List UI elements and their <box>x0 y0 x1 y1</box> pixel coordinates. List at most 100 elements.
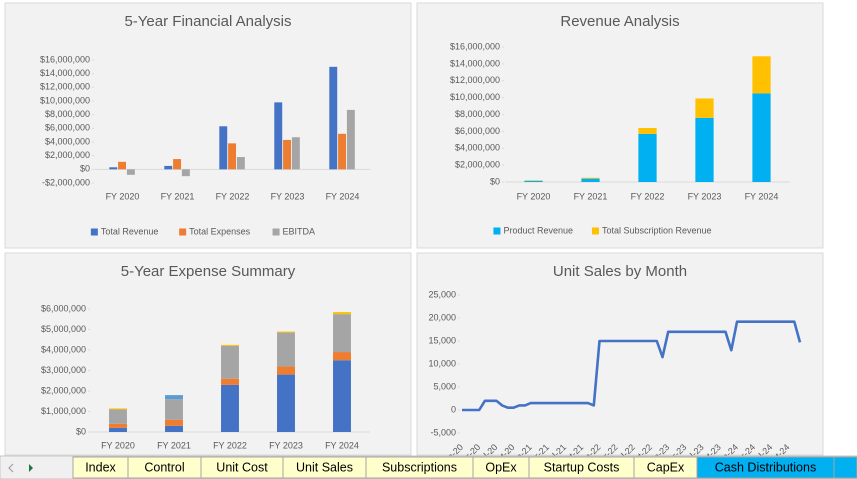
bar-segment <box>221 344 239 346</box>
y-tick-label: $6,000,000 <box>41 303 86 313</box>
chart-title: 5-Year Financial Analysis <box>124 13 291 30</box>
y-tick-label: $2,000,000 <box>41 385 86 395</box>
bar <box>173 159 182 170</box>
y-tick-label: $4,000,000 <box>41 344 86 354</box>
legend-swatch <box>272 228 280 236</box>
legend-swatch <box>493 227 501 235</box>
x-tick-label: FY 2022 <box>216 191 250 201</box>
y-tick-label: $10,000,000 <box>450 92 500 102</box>
sheet-tab-label: Unit Cost <box>216 460 268 474</box>
chart-panel <box>416 252 824 456</box>
y-tick-label: -5,000 <box>430 427 456 437</box>
chart-title: Revenue Analysis <box>560 13 679 30</box>
x-tick-label: FY 2020 <box>517 191 551 201</box>
bar <box>236 157 245 170</box>
y-tick-label: $10,000,000 <box>40 95 90 105</box>
legend-label: Total Subscription Revenue <box>602 225 712 235</box>
chart-title: Unit Sales by Month <box>553 263 687 280</box>
y-tick-label: $2,000,000 <box>455 160 500 170</box>
y-tick-label: $12,000,000 <box>450 75 500 85</box>
y-tick-label: 25,000 <box>428 289 456 299</box>
line-series <box>462 320 802 412</box>
x-tick-label: FY 2023 <box>688 191 722 201</box>
sheet-tab-label: Unit Sales <box>296 460 353 474</box>
bar <box>283 139 292 170</box>
bar-segment <box>109 409 127 424</box>
x-tick-label: FY 2021 <box>157 440 191 450</box>
y-tick-label: $16,000,000 <box>40 54 90 64</box>
sheet-tab-label: OpEx <box>485 460 517 474</box>
bar-segment <box>277 366 295 375</box>
y-tick-label: -$2,000,000 <box>42 177 90 187</box>
x-tick-label: FY 2020 <box>106 191 140 201</box>
bar-segment <box>109 427 127 432</box>
x-tick-label: FY 2023 <box>271 191 305 201</box>
bar-segment <box>165 399 183 420</box>
bar-segment <box>109 423 127 428</box>
bar-segment <box>277 374 295 432</box>
sheet-tab-label: Index <box>85 460 116 474</box>
bar <box>291 137 300 170</box>
x-tick-label: FY 2022 <box>213 440 247 450</box>
chart: Unit Sales by Month -5,000 0 5,000 10,000 15,… <box>416 252 824 469</box>
chart-title: 5-Year Expense Summary <box>121 263 296 280</box>
legend-label: EBITDA <box>283 226 316 236</box>
y-tick-label: $0 <box>490 176 500 186</box>
bar-segment <box>638 133 657 182</box>
y-tick-label: $16,000,000 <box>450 41 500 51</box>
y-tick-label: 15,000 <box>428 335 456 345</box>
bar-segment <box>165 425 183 432</box>
bar-segment <box>581 178 600 182</box>
bar-segment <box>638 128 657 134</box>
bar <box>228 143 237 170</box>
bar-segment <box>221 384 239 432</box>
bar <box>181 169 190 177</box>
y-tick-label: $2,000,000 <box>45 150 90 160</box>
y-tick-label: 20,000 <box>428 312 456 322</box>
sheet-tab-label: CapEx <box>647 460 685 474</box>
legend-label: Total Expenses <box>189 226 251 236</box>
sheet-tab[interactable] <box>833 456 857 479</box>
sheet-tab-label: Cash Distributions <box>715 460 816 474</box>
y-tick-label: $3,000,000 <box>41 365 86 375</box>
chart: 5-Year Financial Analysis -$2,000,000 $0 $2… <box>4 2 412 249</box>
y-tick-label: $1,000,000 <box>41 406 86 416</box>
scroll-right-button[interactable] <box>29 464 33 472</box>
bar-segment <box>752 56 771 94</box>
y-tick-label: $8,000,000 <box>455 109 500 119</box>
y-tick-label: 10,000 <box>428 358 456 368</box>
bar-segment <box>165 419 183 426</box>
x-tick-label: FY 2024 <box>745 191 779 201</box>
x-tick-label: FY 2024 <box>325 440 359 450</box>
bar-segment <box>581 177 600 179</box>
bar-segment <box>695 98 714 118</box>
bar <box>329 66 338 170</box>
legend-swatch <box>591 227 599 235</box>
bar-segment <box>277 332 295 367</box>
chart: Revenue Analysis $0 $2,000,000 $4,000,000 $6… <box>416 2 824 249</box>
bar-segment <box>165 395 183 400</box>
y-tick-label: $6,000,000 <box>45 123 90 133</box>
x-tick-label: FY 2020 <box>101 440 135 450</box>
x-tick-label: FY 2021 <box>574 191 608 201</box>
y-tick-label: 5,000 <box>433 381 456 391</box>
legend-label: Total Revenue <box>101 226 159 236</box>
x-tick-label: FY 2023 <box>269 440 303 450</box>
bar-segment <box>221 345 239 379</box>
y-tick-label: $14,000,000 <box>450 58 500 68</box>
y-tick-label: $4,000,000 <box>45 136 90 146</box>
bar <box>338 133 347 170</box>
bar-segment <box>333 352 351 361</box>
chart-panel <box>4 2 412 249</box>
x-tick-label: FY 2021 <box>161 191 195 201</box>
y-tick-label: $6,000,000 <box>455 126 500 136</box>
bar-segment <box>333 312 351 315</box>
y-tick-label: $0 <box>76 426 86 436</box>
y-tick-label: $5,000,000 <box>41 324 86 334</box>
legend-swatch <box>179 228 187 236</box>
y-tick-label: $12,000,000 <box>40 82 90 92</box>
legend-swatch <box>90 228 98 236</box>
y-tick-label: $14,000,000 <box>40 68 90 78</box>
scroll-left-button[interactable] <box>8 463 14 473</box>
